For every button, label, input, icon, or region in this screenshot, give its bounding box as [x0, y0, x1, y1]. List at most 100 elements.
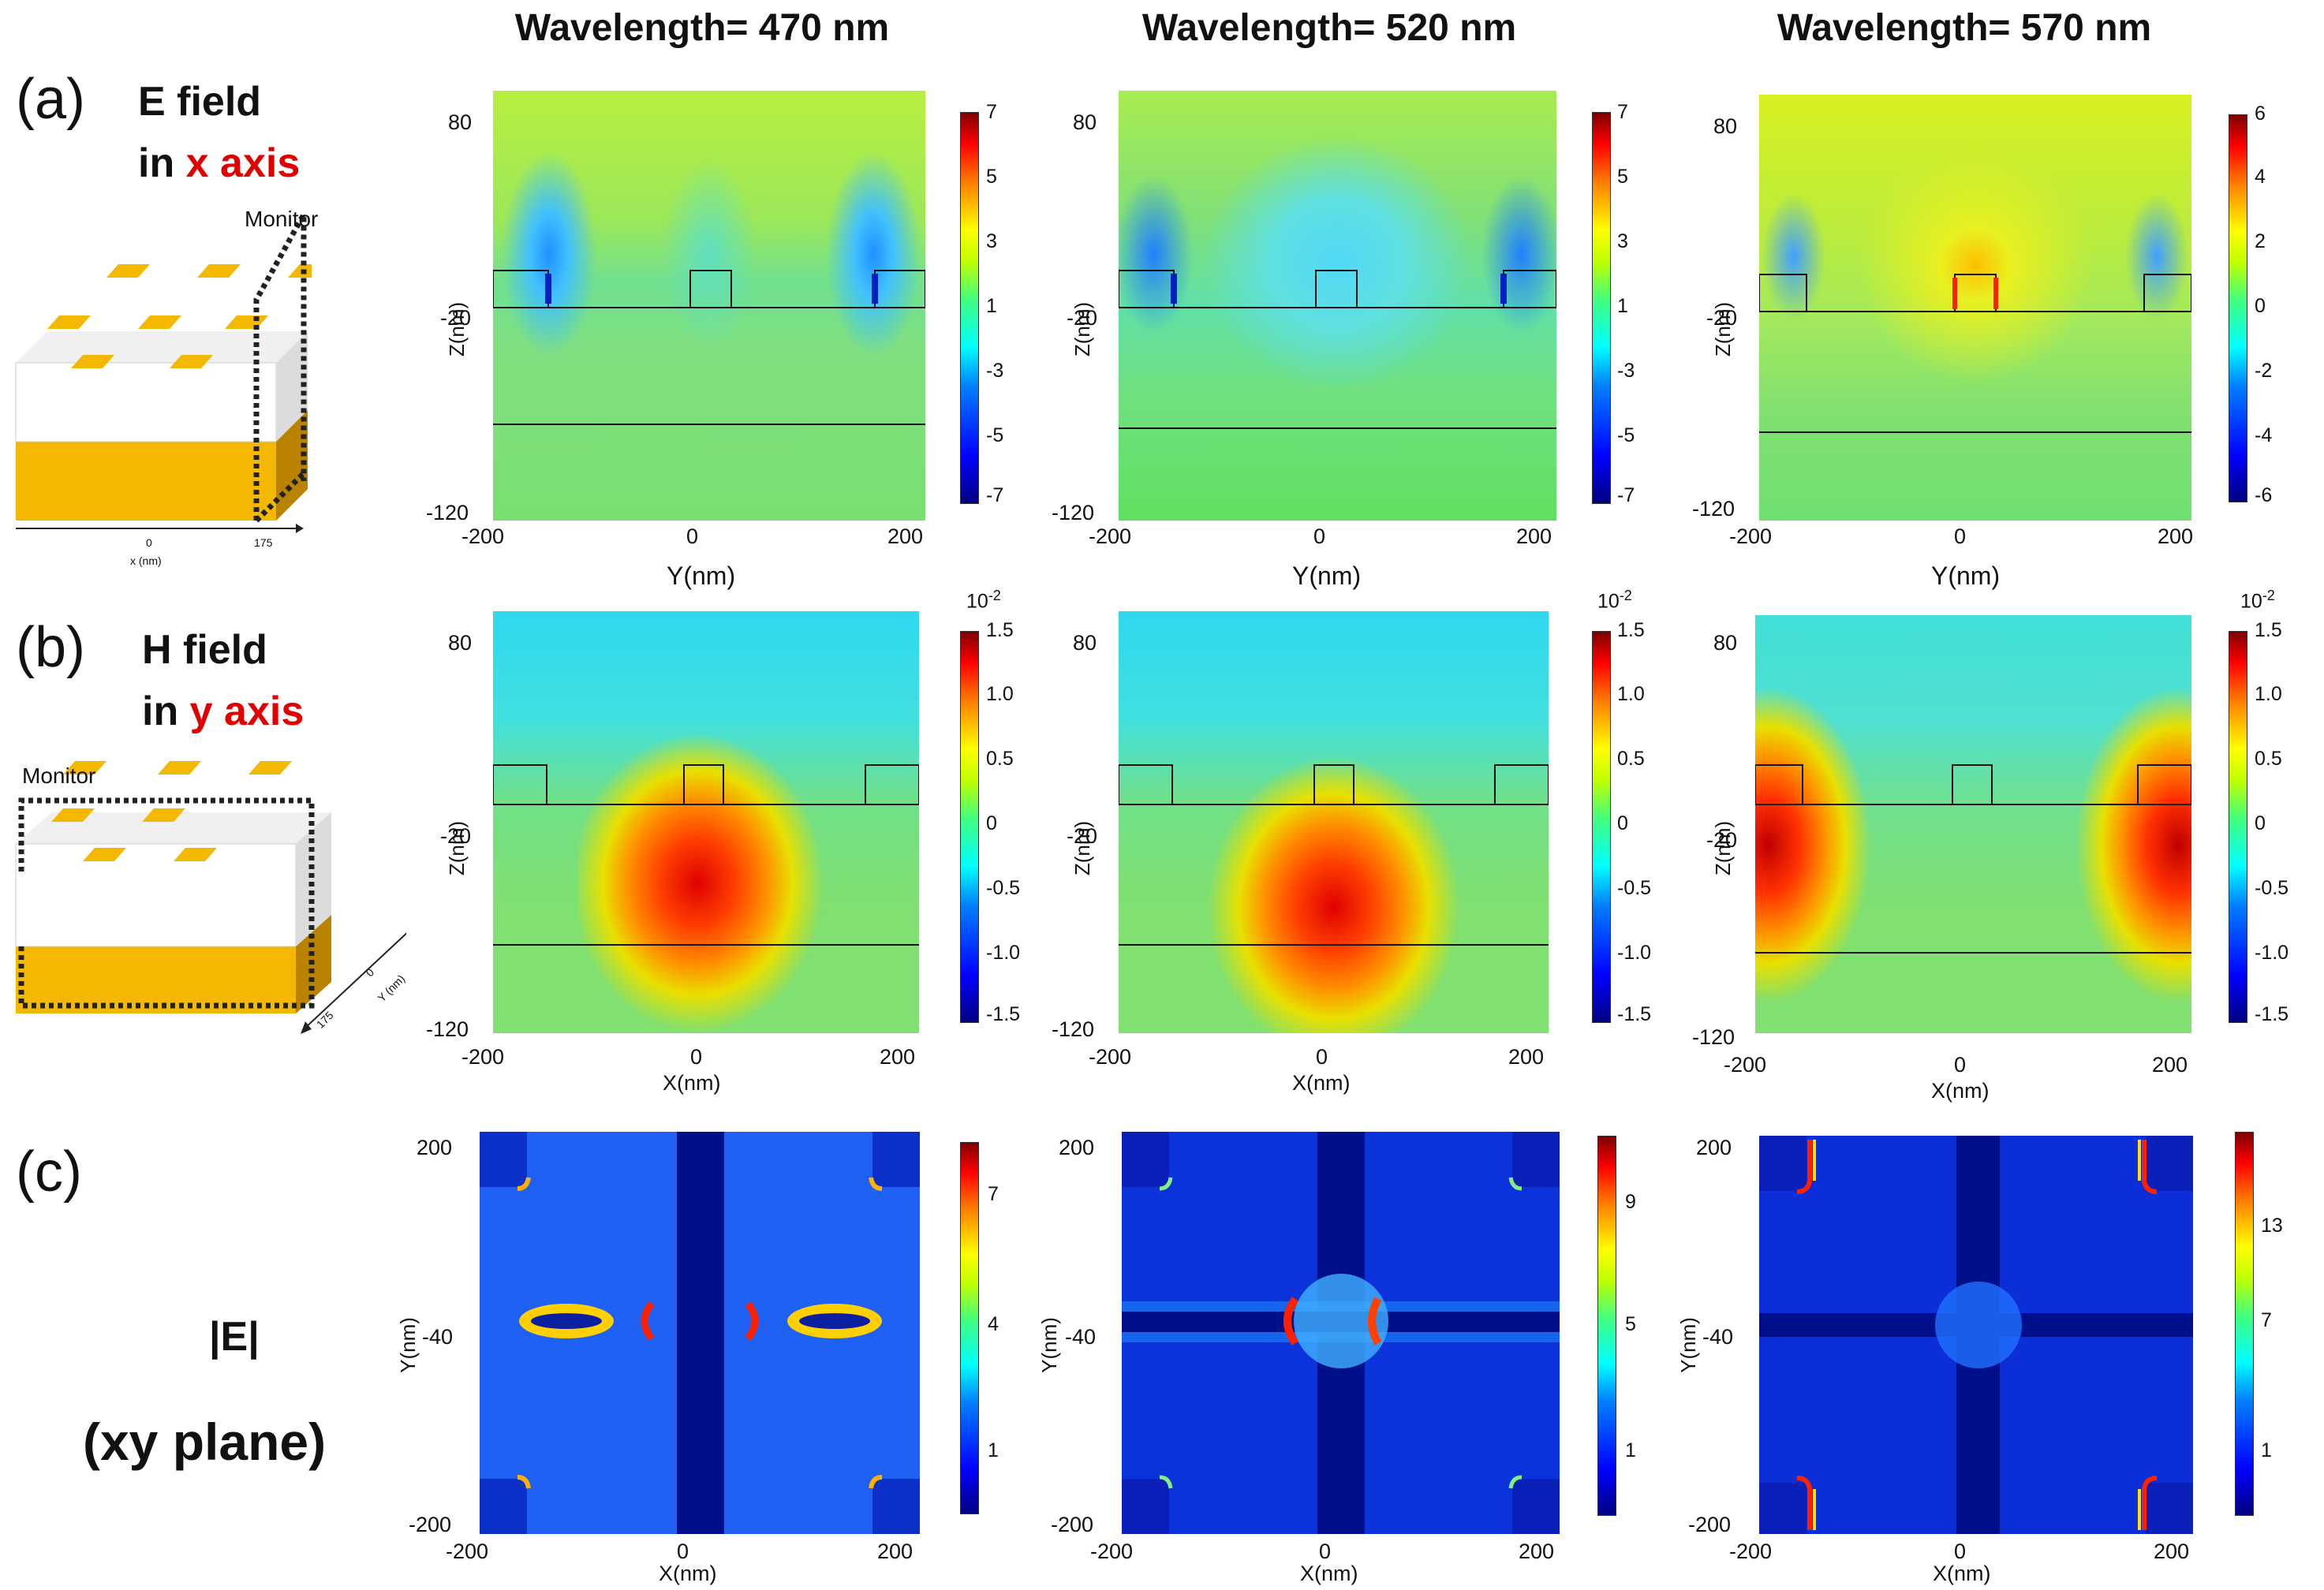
plot-b-470	[493, 611, 919, 1033]
plot-b-570-ytick-80: 80	[1713, 631, 1738, 655]
cb-a-470-t3: 1	[986, 295, 997, 317]
cb-a-470-t1: 5	[986, 166, 997, 188]
plot-a-470-xtick-m200: -200	[461, 524, 505, 548]
plot-c-570	[1759, 1136, 2193, 1534]
plot-b-470-ytick-80: 80	[448, 631, 473, 655]
plot-c-570-ytick-m200: -200	[1688, 1513, 1732, 1536]
row-label-c: (c)	[16, 1140, 82, 1204]
colorbar-c-520	[1597, 1136, 1616, 1516]
cb-a-520-t4: -3	[1617, 360, 1635, 382]
plot-a-470-xtick-0: 0	[686, 524, 699, 548]
plot-b-570-ytick-m20: -20	[1706, 828, 1738, 852]
plot-c-520-xlabel: X(nm)	[1300, 1562, 1358, 1585]
cb-b-470-exponent: 10-2	[966, 588, 1001, 613]
row-label-b: (b)	[16, 616, 85, 679]
row-b-description: H field in y axis	[142, 619, 304, 742]
plot-c-520	[1122, 1132, 1560, 1534]
cb-b-470-t4: -0.5	[986, 877, 1021, 899]
plot-c-520-ylabel: Y(nm)	[1037, 1317, 1061, 1373]
cb-c-570-t1: 7	[2261, 1309, 2272, 1331]
colorbar-b-520	[1592, 631, 1611, 1023]
cb-a-570-t4: -2	[2255, 360, 2273, 382]
cb-c-520-t1: 5	[1625, 1313, 1636, 1335]
plot-b-520-structure	[1119, 764, 1549, 946]
row-b-line1: H field	[142, 627, 267, 673]
cb-a-570-t3: 0	[2255, 295, 2266, 317]
plot-b-570	[1755, 615, 2191, 1033]
plot-a-520-structure	[1119, 270, 1556, 429]
cb-a-520-t5: -5	[1617, 424, 1635, 446]
plot-c-570-xlabel: X(nm)	[1933, 1562, 1991, 1585]
plot-c-470-field	[480, 1132, 920, 1534]
plot-b-520	[1119, 611, 1549, 1033]
plot-c-520-xtick-m200: -200	[1090, 1540, 1134, 1563]
plot-b-570-xtick-200: 200	[2152, 1053, 2188, 1077]
colorbar-c-570	[2235, 1132, 2254, 1516]
plot-c-570-ytick-200: 200	[1696, 1136, 1732, 1159]
schematic-a-illustration	[15, 205, 312, 533]
cb-a-520-t1: 5	[1617, 166, 1628, 188]
plot-a-520	[1119, 91, 1556, 521]
cb-a-570-t5: -4	[2255, 424, 2273, 446]
colorbar-a-520	[1592, 112, 1611, 504]
cb-a-470-t6: -7	[986, 484, 1004, 506]
plot-c-470-xlabel: X(nm)	[659, 1562, 717, 1585]
cb-c-570-t0: 13	[2261, 1215, 2283, 1237]
column-title-570: Wavelength= 570 nm	[1777, 7, 2152, 49]
colorbar-c-470	[960, 1142, 979, 1514]
colorbar-a-470	[960, 112, 979, 504]
cb-a-570-t6: -6	[2255, 484, 2273, 506]
plot-b-470-xlabel: X(nm)	[663, 1071, 721, 1095]
cb-c-470-t1: 4	[988, 1313, 999, 1335]
cb-b-470-t3: 0	[986, 812, 997, 834]
column-title-520: Wavelength= 520 nm	[1141, 7, 1517, 49]
plot-c-520-xtick-0: 0	[1319, 1540, 1332, 1563]
cb-c-470-t0: 7	[988, 1183, 999, 1205]
colorbar-a-570	[2229, 114, 2247, 502]
plot-c-570-ytick-m40: -40	[1702, 1325, 1734, 1349]
plot-c-470-xtick-m200: -200	[446, 1540, 489, 1563]
row-c-line2: (xy plane)	[83, 1413, 327, 1471]
plot-b-570-ytick-m120: -120	[1692, 1025, 1736, 1049]
plot-b-470-xtick-0: 0	[690, 1045, 703, 1069]
cb-c-520-t2: 1	[1625, 1439, 1636, 1461]
plot-a-470-ytick-m20: -20	[440, 306, 472, 330]
plot-b-520-xtick-0: 0	[1316, 1045, 1328, 1069]
plot-a-470-structure	[493, 270, 925, 425]
plot-a-570-xtick-200: 200	[2158, 524, 2194, 548]
schematic-b-illustration	[15, 761, 406, 1034]
cb-a-520-t6: -7	[1617, 484, 1635, 506]
cb-b-520-t4: -0.5	[1617, 877, 1652, 899]
plot-a-570	[1759, 95, 2191, 521]
cb-b-520-exponent: 10-2	[1597, 588, 1632, 613]
column-title-470: Wavelength= 470 nm	[514, 7, 890, 49]
cb-b-470-t5: -1.0	[986, 942, 1021, 964]
plot-a-520-xtick-200: 200	[1516, 524, 1552, 548]
plot-c-470-ytick-m40: -40	[422, 1325, 454, 1349]
cb-b-520-t6: -1.5	[1617, 1003, 1652, 1025]
plot-c-470-ytick-m200: -200	[409, 1513, 452, 1536]
cb-a-570-t0: 6	[2255, 103, 2266, 125]
plot-c-470-ytick-200: 200	[417, 1136, 453, 1159]
cb-b-570-exponent: 10-2	[2240, 588, 2275, 613]
plot-c-470-xtick-200: 200	[877, 1540, 914, 1563]
plot-b-520-ytick-m20: -20	[1067, 824, 1098, 848]
cb-c-520-t0: 9	[1625, 1191, 1636, 1213]
schematic-b-monitor-label: Monitor	[22, 763, 96, 788]
plot-c-470-ylabel: Y(nm)	[395, 1317, 420, 1373]
cb-b-570-t6: -1.5	[2255, 1003, 2289, 1025]
plot-a-570-xtick-0: 0	[1954, 524, 1967, 548]
plot-b-570-structure	[1755, 764, 2191, 954]
row-c-line1: |E|	[209, 1314, 260, 1360]
cb-b-470-t0: 1.5	[986, 619, 1014, 641]
plot-b-520-ytick-80: 80	[1073, 631, 1097, 655]
colorbar-b-470	[960, 631, 979, 1023]
plot-c-520-xtick-200: 200	[1519, 1540, 1555, 1563]
cb-b-470-t2: 0.5	[986, 748, 1014, 770]
plot-a-570-xlabel: Y(nm)	[1931, 562, 2001, 590]
plot-a-470-xtick-200: 200	[887, 524, 924, 548]
cb-b-570-t3: 0	[2255, 812, 2266, 834]
cb-a-520-t3: 1	[1617, 295, 1628, 317]
cb-a-570-t2: 2	[2255, 230, 2266, 252]
cb-a-470-t4: -3	[986, 360, 1004, 382]
